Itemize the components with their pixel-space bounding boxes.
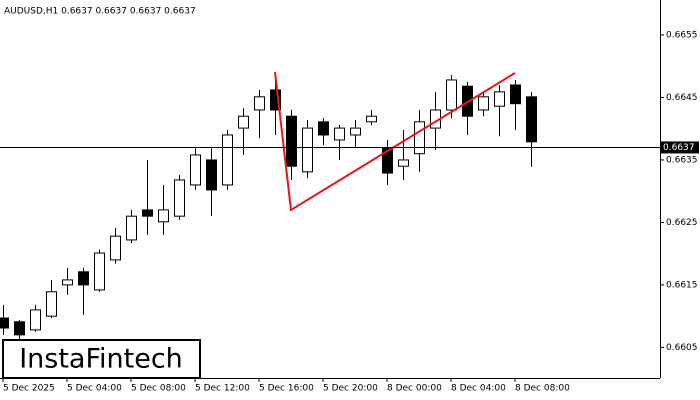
y-tick-label: 0.6605 (666, 343, 698, 353)
x-tick-label: 8 Dec 04:00 (451, 384, 506, 394)
x-tick-label: 5 Dec 12:00 (195, 384, 250, 394)
y-tick-label: 0.6635 (666, 155, 698, 165)
candle-body (222, 134, 233, 186)
candle-body (414, 121, 425, 155)
candle-body (446, 79, 457, 111)
candle-body (158, 209, 169, 223)
candle-body (14, 321, 25, 336)
candle-body (94, 252, 105, 291)
candle-body (350, 127, 361, 136)
candle-body (334, 127, 345, 141)
x-tick-label: 5 Dec 20:00 (323, 384, 378, 394)
candle-body (0, 317, 9, 329)
candle-body (318, 121, 329, 136)
pattern-line (274, 71, 516, 212)
candle-body (30, 309, 41, 331)
candle-body (206, 159, 217, 191)
logo: InstaFintech (19, 344, 183, 375)
x-tick-label: 5 Dec 08:00 (131, 384, 186, 394)
candle-body (254, 96, 265, 111)
logo-box (2, 339, 201, 379)
candle-body (46, 291, 57, 317)
chart-title: AUDUSD,H1 0.6637 0.6637 0.6637 0.6637 (4, 7, 196, 17)
candle-body (126, 215, 137, 241)
candle-body (174, 179, 185, 217)
current-price-label: 0.6637 (663, 143, 695, 153)
candle-body (110, 235, 121, 261)
candle-body (478, 96, 489, 111)
y-tick-label: 0.6655 (666, 30, 698, 40)
x-tick-label: 8 Dec 00:00 (387, 384, 442, 394)
y-tick-label: 0.6615 (666, 280, 698, 290)
candle-body (238, 115, 249, 129)
candle-body (62, 279, 73, 286)
x-tick-label: 5 Dec 16:00 (259, 384, 314, 394)
candle-body (366, 115, 377, 123)
candle-body (270, 89, 281, 111)
candle-body (78, 271, 89, 286)
candle-body (190, 154, 201, 186)
y-tick-label: 0.6645 (666, 93, 698, 103)
current-price-box (661, 141, 699, 154)
y-tick-label: 0.6625 (666, 218, 698, 228)
candles (0, 71, 537, 340)
candle-body (382, 147, 393, 174)
candle-body (286, 115, 297, 167)
candle-body (302, 127, 313, 173)
x-tick-label: 5 Dec 04:00 (67, 384, 122, 394)
candle-body (142, 209, 153, 217)
candle-body (510, 84, 521, 105)
x-tick-label: 8 Dec 08:00 (515, 384, 570, 394)
candle-body (398, 159, 409, 167)
x-tick-label: 5 Dec 2025 (3, 384, 55, 394)
candle-body (494, 91, 505, 107)
candle-body (526, 96, 537, 143)
